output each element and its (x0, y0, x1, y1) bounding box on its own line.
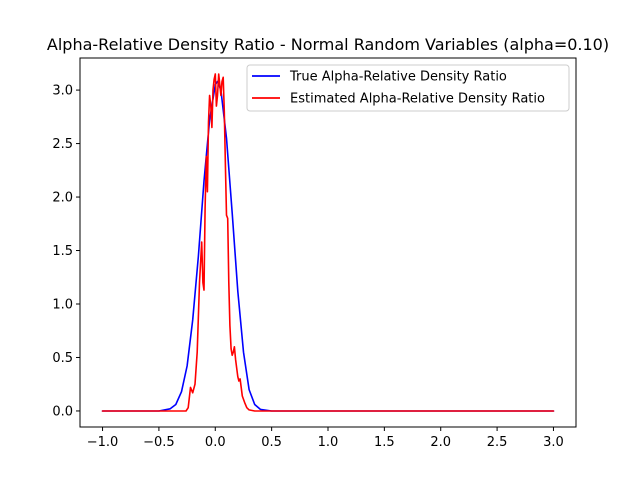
y-tick-label: 0.5 (52, 351, 73, 366)
chart-title: Alpha-Relative Density Ratio - Normal Ra… (47, 35, 609, 54)
legend-label-1: True Alpha-Relative Density Ratio (289, 70, 507, 85)
y-tick-label: 0.0 (52, 404, 73, 419)
x-axis: −1.0 −0.5 0.0 0.5 1.0 1.5 2.0 2.5 3.0 (87, 427, 564, 450)
x-tick-label: 1.5 (374, 435, 395, 450)
y-axis: 0.0 0.5 1.0 1.5 2.0 2.5 3.0 (52, 84, 80, 419)
x-tick-label: −0.5 (143, 435, 175, 450)
legend-box (246, 64, 570, 112)
x-tick-label: 2.5 (487, 435, 508, 450)
y-tick-label: 2.5 (52, 137, 73, 152)
y-tick-label: 1.5 (52, 244, 73, 259)
y-tick-label: 2.0 (52, 191, 73, 206)
legend: True Alpha-Relative Density Ratio Estimat… (246, 64, 570, 112)
x-tick-label: 0.5 (261, 435, 282, 450)
y-tick-label: 1.0 (52, 298, 73, 313)
series-lines (101, 73, 555, 412)
legend-label-2: Estimated Alpha-Relative Density Ratio (290, 92, 545, 107)
x-tick-label: 1.0 (318, 435, 339, 450)
x-tick-label: 2.0 (430, 435, 451, 450)
series-line-2 (101, 73, 555, 412)
y-tick-label: 3.0 (52, 84, 73, 99)
x-tick-label: 0.0 (205, 435, 226, 450)
x-tick-label: −1.0 (87, 435, 119, 450)
x-tick-label: 3.0 (543, 435, 564, 450)
